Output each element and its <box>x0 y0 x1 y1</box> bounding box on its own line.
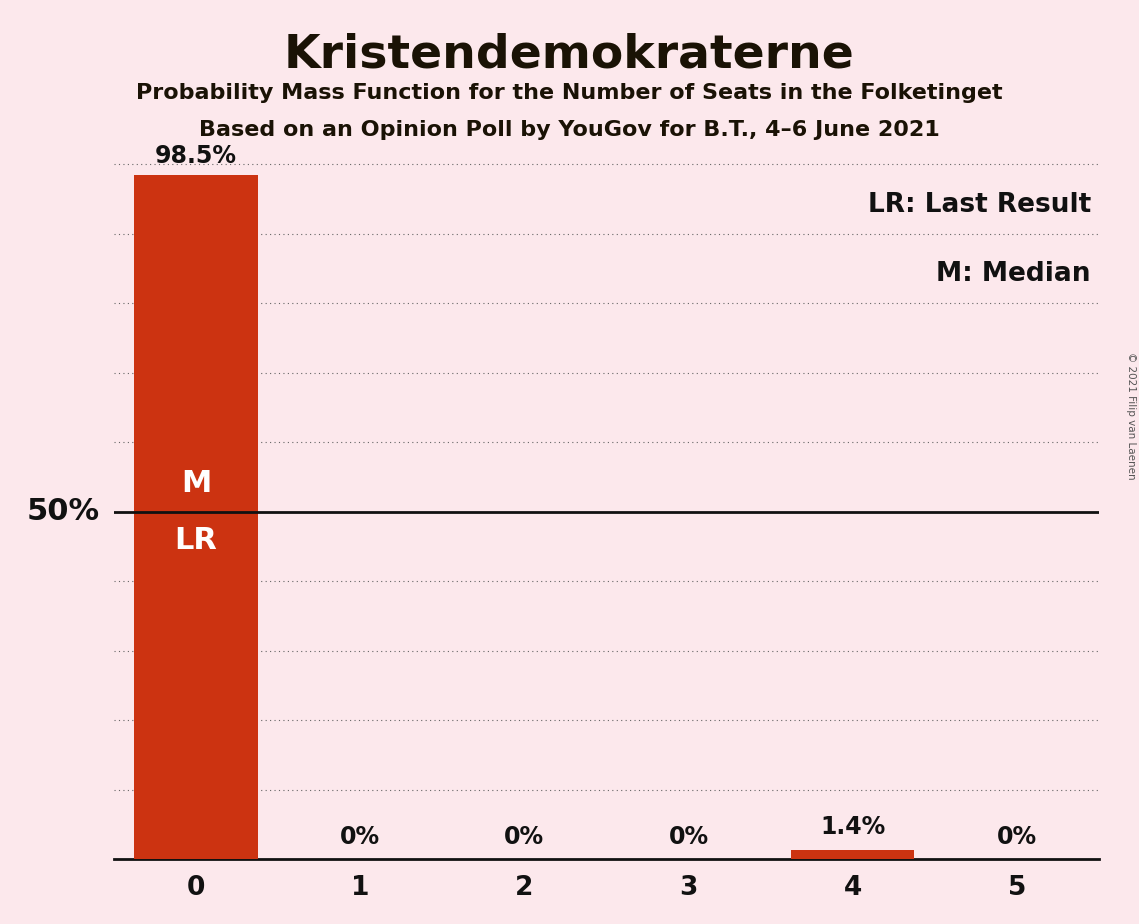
Text: © 2021 Filip van Laenen: © 2021 Filip van Laenen <box>1126 352 1136 480</box>
Text: LR: LR <box>174 526 218 554</box>
Text: M: Median: M: Median <box>936 261 1091 287</box>
Text: 0%: 0% <box>669 825 708 849</box>
Text: 1.4%: 1.4% <box>820 815 885 839</box>
Text: 0%: 0% <box>341 825 380 849</box>
Text: 98.5%: 98.5% <box>155 143 237 167</box>
Text: Kristendemokraterne: Kristendemokraterne <box>284 32 855 78</box>
Text: Based on an Opinion Poll by YouGov for B.T., 4–6 June 2021: Based on an Opinion Poll by YouGov for B… <box>199 120 940 140</box>
Bar <box>134 175 257 859</box>
Text: 50%: 50% <box>27 497 100 526</box>
Bar <box>792 849 915 859</box>
Text: 0%: 0% <box>997 825 1038 849</box>
Text: LR: Last Result: LR: Last Result <box>868 192 1091 218</box>
Text: Probability Mass Function for the Number of Seats in the Folketinget: Probability Mass Function for the Number… <box>137 83 1002 103</box>
Text: 0%: 0% <box>505 825 544 849</box>
Text: M: M <box>181 468 211 498</box>
